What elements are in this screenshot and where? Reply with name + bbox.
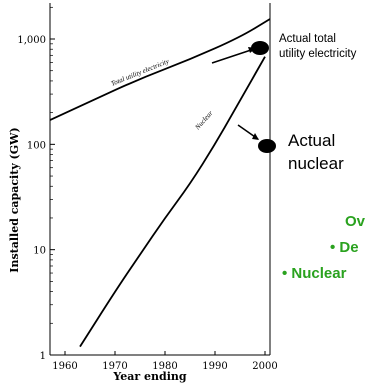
arrow-nuclear-head <box>252 133 259 140</box>
x-tick-label: 1960 <box>52 361 77 372</box>
y-axis-label: Installed capacity (GW) <box>8 127 21 272</box>
actual-total-text-1: Actual total <box>279 33 336 45</box>
bullet-line-3: • Nuclear <box>282 265 347 282</box>
arrow-total <box>211 48 255 64</box>
x-tick-label: 1990 <box>202 361 227 372</box>
x-tick-label: 1970 <box>102 361 127 372</box>
y-tick-label: 100 <box>27 140 46 151</box>
y-tick-label: 1 <box>40 351 46 362</box>
x-axis-label: Year ending <box>112 370 187 383</box>
y-tick-label: 10 <box>33 246 46 257</box>
actual-nuclear-point <box>258 139 276 153</box>
actual-total-point <box>251 41 269 55</box>
total-curve-label: Total utility electricity <box>110 57 171 88</box>
series-line-total <box>49 18 271 121</box>
x-tick-label: 1980 <box>152 361 177 372</box>
series-line-nuclear <box>79 56 266 348</box>
y-tick-label: 1,000 <box>17 35 46 46</box>
actual-nuclear-text-1: Actual <box>288 131 335 150</box>
bullet-line-1: Ov <box>345 213 366 230</box>
actual-total-text-2: utility electricity <box>279 48 357 60</box>
bullet-line-2: • De <box>330 239 359 256</box>
nuclear-curve-label: Nuclear <box>193 109 215 132</box>
actual-nuclear-text-2: nuclear <box>288 154 344 173</box>
x-tick-label: 2000 <box>252 361 277 372</box>
